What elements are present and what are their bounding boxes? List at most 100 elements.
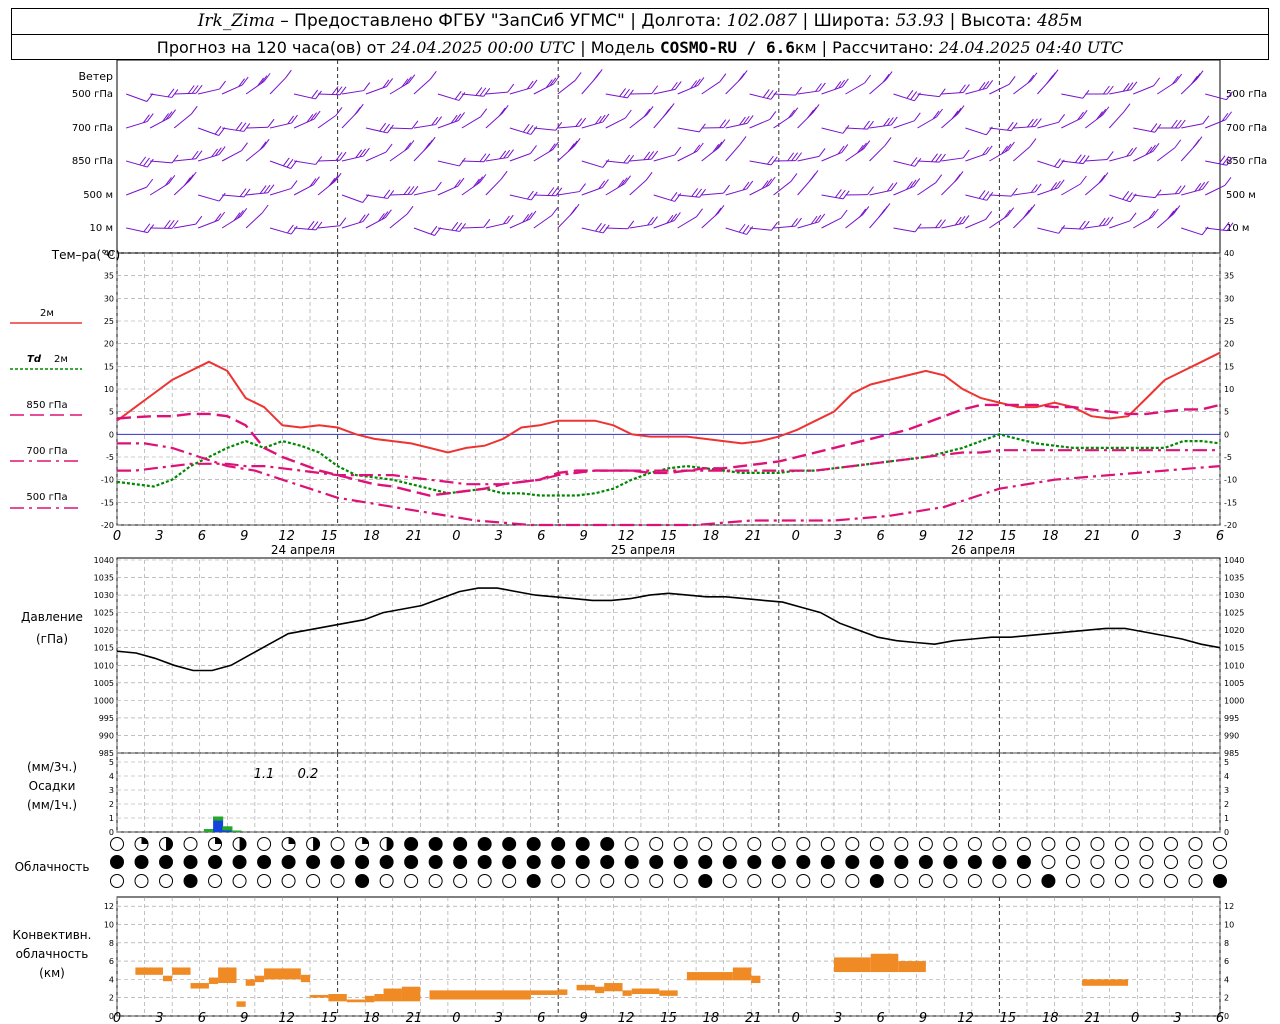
wind-barb-flag [670,81,678,91]
cloud-circle [404,855,419,869]
wind-barb-shaft [917,182,936,196]
wind-barb-flag [670,213,678,223]
wind-barb [581,113,610,129]
wind-barb [413,136,436,162]
cloud-symbol [1065,837,1080,851]
wind-barb-flag [405,76,412,86]
wind-barb [1061,110,1088,129]
wind-barb-flag [595,222,602,232]
cloud-circle [673,874,688,888]
cloud-circle [1016,837,1031,851]
cloud-circle [820,874,835,888]
cloud-circle [1090,855,1105,869]
wind-barb [173,171,197,196]
cloud-circle [747,874,762,888]
cloud-symbol [1163,855,1178,869]
wind-barb [246,118,275,129]
wind-barb [1085,106,1110,129]
wind-barb-flag [718,139,726,148]
wind-barb [293,176,320,196]
conv-xtick: 0 [792,1011,800,1024]
wind-barb-flag [1030,72,1038,82]
cloud-symbol [845,855,860,869]
cloud-circle [649,855,664,869]
wind-barb [1013,118,1042,129]
wind-barb [917,153,946,163]
wind-level-right: 10 м [1226,223,1249,234]
cloud-circle [796,874,811,888]
cloud-quarter [141,837,149,844]
temperature-series [10,322,1221,527]
precip-bar-top [231,830,242,832]
cloud-circle [551,874,566,888]
cloud-symbol [477,874,492,888]
wind-barb-flag [982,146,989,156]
press-ytick-left: 995 [99,714,114,723]
wind-barb [1037,158,1065,169]
wind-barb-flag [1003,209,1011,219]
cloud-symbol [967,874,982,888]
wind-barb [917,174,943,196]
cloud-circle [1065,874,1080,888]
wind-barb-flag [233,212,241,221]
wind-barb-flag [1123,103,1131,112]
wind-barb-flag [714,207,722,217]
wind-barb-flag [627,220,635,230]
wind-barb-shaft [317,114,337,129]
wind-barb-shaft [198,88,220,95]
conv-bar [162,975,173,982]
wind-barb-flag [1101,172,1109,181]
temp-ytick-left: 30 [104,294,114,303]
wind-barb-flag [290,160,298,169]
conv-bar [218,967,237,984]
cloud-circle [551,837,566,851]
conv-xtick: 12 [278,1011,295,1024]
conv-bar [365,995,375,1003]
wind-barb-shaft [701,81,721,95]
wind-barb [1109,81,1138,95]
wind-barb-flag [358,214,366,224]
wind-barb [222,121,251,132]
cloud-circle [379,874,394,888]
cloud-circle [820,837,835,851]
header-lat-label: | Широта: [802,11,891,31]
wind-barb-flag [1122,83,1130,92]
wind-barb [1013,204,1036,229]
temp-ytick-left: 15 [104,362,114,371]
cloud-circle [1114,855,1129,869]
pressure-unit: (гПа) [36,632,68,646]
cloud-circle [845,837,860,851]
wind-barb-flag [598,114,606,124]
wind-barb-flag [431,116,439,126]
cloud-half [313,837,320,851]
wind-barb-flag [1126,148,1134,157]
wind-barb-flag [530,191,538,201]
wind-level-left: 500 гПа [72,89,113,100]
wind-barb-shaft [173,113,192,129]
cloud-symbol [502,837,517,851]
wind-barb-flag [1027,118,1034,128]
temp-ytick-left: 0 [109,430,114,439]
cloud-symbol [1065,855,1080,869]
wind-barb-shaft [725,227,747,235]
precip-ytick-right: 4 [1224,772,1229,781]
cloud-symbol [453,837,468,851]
cloud-symbol [820,874,835,888]
wind-barb-flag [430,225,438,235]
wind-barb-flag [1173,205,1181,214]
wind-barb-flag [359,148,366,158]
cloud-circle [673,837,688,851]
wind-barb [1133,143,1160,162]
wind-barb [701,184,730,196]
wind-barb [1181,226,1209,236]
wind-barb-shaft [533,214,553,229]
cloud-symbol [232,874,247,888]
cloud-symbol [796,837,811,851]
wind-barb-flag [186,174,194,183]
cloud-symbol [673,855,688,869]
wind-barb-shaft [1181,227,1203,236]
wind-barb-flag [162,113,170,122]
wind-barb-flag [674,146,682,156]
wind-barb-shaft [1133,85,1154,95]
wind-barb [965,211,993,229]
